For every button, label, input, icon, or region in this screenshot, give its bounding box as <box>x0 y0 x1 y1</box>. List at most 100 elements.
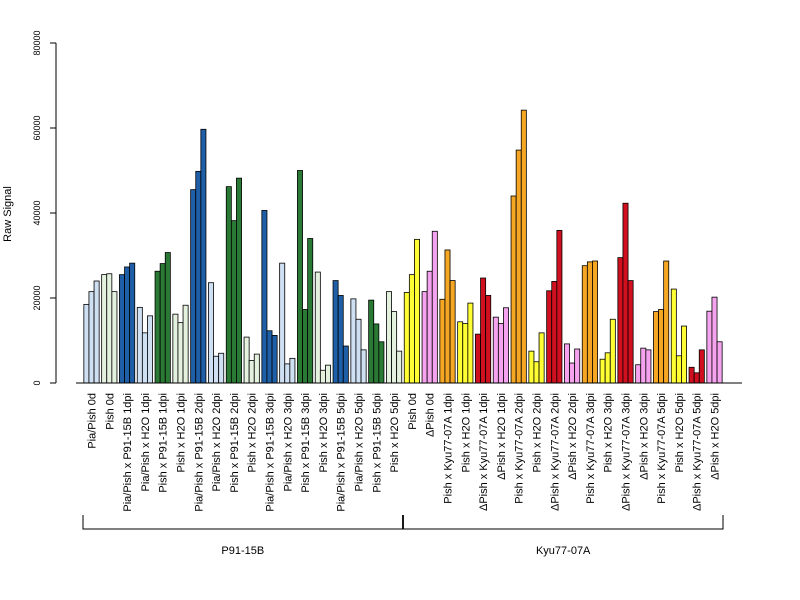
x-tick-label: Pia/Pish x H2O 3dpi <box>282 393 294 491</box>
bar <box>302 309 309 384</box>
bar <box>111 291 118 384</box>
bar <box>617 257 624 384</box>
bar <box>147 315 153 384</box>
y-tick-label: 20000 <box>32 285 42 310</box>
bar <box>431 230 438 384</box>
bar <box>467 302 474 384</box>
bar <box>119 274 125 384</box>
x-tick-label: ΔPish x Kyu77-07A 2dpi <box>549 393 561 511</box>
bar <box>279 262 286 384</box>
x-tick-label: Pish x Kyu77-07A 1dpi <box>443 393 455 504</box>
bar <box>319 369 326 384</box>
bar <box>378 341 385 384</box>
y-tick-label: 80000 <box>32 30 42 55</box>
bar <box>200 128 207 384</box>
x-tick-label: Pish x P91-15B 1dpi <box>158 393 170 493</box>
bar <box>261 210 268 384</box>
bar <box>693 372 700 384</box>
bar <box>604 352 611 384</box>
bar <box>681 325 687 384</box>
x-tick-label: Pish x H2O 5dpi <box>389 393 401 472</box>
x-tick-label: ΔPish x H2O 2dpi <box>567 393 579 480</box>
bar <box>355 318 362 384</box>
bar <box>711 296 718 384</box>
bar <box>225 186 232 384</box>
bar <box>403 292 410 384</box>
x-tick-label: Pia/Pish x P91-15B 3dpi <box>265 393 277 512</box>
bar <box>503 307 509 384</box>
x-tick-label: ΔPish x H2O 1dpi <box>496 393 508 480</box>
bar <box>426 270 433 384</box>
bar <box>688 366 695 384</box>
x-tick-label: ΔPish x Kyu77-07A 1dpi <box>478 393 490 511</box>
bar <box>106 273 113 384</box>
bar <box>627 280 634 384</box>
bar <box>243 336 250 384</box>
bar <box>556 230 563 384</box>
bar <box>248 360 255 384</box>
x-tick-labels: Pia/Pish 0d Pish 0d Pia/Pish x P91-15B 1dp… <box>87 393 722 512</box>
x-tick-label: Pia/Pish x P91-15B 2dpi <box>193 393 205 512</box>
bar <box>635 364 642 384</box>
bar <box>475 333 481 384</box>
bar <box>622 202 629 384</box>
bar <box>485 295 492 384</box>
bar <box>546 290 553 384</box>
bar <box>663 260 670 384</box>
bar <box>154 270 161 384</box>
y-tick-label: 40000 <box>32 200 42 225</box>
x-tick-label: Pia/Pish x H2O 2dpi <box>211 393 223 491</box>
bar <box>551 281 558 384</box>
bar <box>332 280 339 384</box>
bar <box>421 291 428 384</box>
group-label: P91-15B <box>221 545 264 557</box>
bar <box>653 311 659 384</box>
bar <box>271 334 278 384</box>
x-tick-label: Pish 0d <box>407 393 419 430</box>
x-tick-label: Pish x H2O 3dpi <box>603 393 615 472</box>
bar <box>350 298 357 384</box>
x-tick-label: ΔPish x H2O 3dpi <box>638 393 650 480</box>
bar <box>520 109 527 384</box>
bar <box>373 323 380 384</box>
x-tick-label: Pish x H2O 1dpi <box>460 393 472 472</box>
x-tick-label: Pia/Pish x P91-15B 5dpi <box>336 393 348 512</box>
bar <box>538 332 545 384</box>
bar <box>515 149 522 384</box>
bar <box>284 363 291 384</box>
x-tick-label: Pish x H2O 3dpi <box>318 393 330 472</box>
bar <box>675 355 682 384</box>
bar <box>510 195 517 384</box>
bar <box>599 358 606 384</box>
x-tick-label: Pia/Pish x H2O 5dpi <box>354 393 366 491</box>
x-tick-label: Pish x H2O 2dpi <box>247 393 259 472</box>
group-bracket <box>402 515 724 530</box>
group-label: Kyu77-07A <box>536 545 591 557</box>
bar <box>368 299 375 384</box>
x-tick-label: Pish x P91-15B 5dpi <box>371 393 383 493</box>
group-bracket <box>82 515 404 530</box>
bar <box>337 295 344 384</box>
bar <box>297 170 303 384</box>
bar <box>213 355 220 384</box>
bar <box>564 343 570 384</box>
bar <box>195 170 202 384</box>
bar <box>164 252 171 384</box>
bar <box>314 271 321 384</box>
bar <box>208 282 214 384</box>
bar <box>325 364 331 384</box>
bar <box>533 361 540 384</box>
x-tick-label: ΔPish x Kyu77-07A 5dpi <box>692 393 704 511</box>
x-tick-label: Pish x H2O 2dpi <box>532 393 544 472</box>
x-tick-label: ΔPish x H2O 5dpi <box>710 393 722 480</box>
x-tick-label: Pia/Pish x H2O 1dpi <box>140 393 152 491</box>
bar <box>569 362 576 384</box>
bar <box>586 261 593 384</box>
x-tick-label: Pish x H2O 1dpi <box>176 393 188 472</box>
bar <box>141 332 148 384</box>
bar <box>289 357 296 384</box>
x-tick-label: Pish x P91-15B 2dpi <box>229 393 241 493</box>
bar <box>218 352 225 384</box>
bar <box>439 298 446 384</box>
